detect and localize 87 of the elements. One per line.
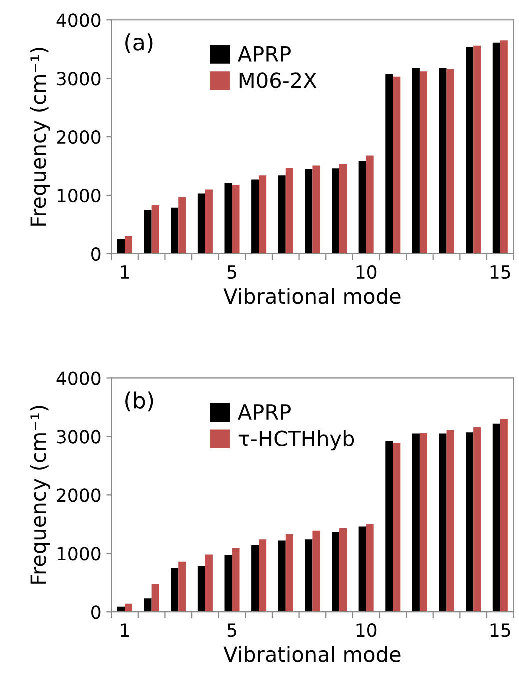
bar (259, 176, 267, 254)
bar (124, 236, 132, 254)
bar (286, 534, 294, 612)
bar (278, 176, 286, 254)
x-tick-label: 5 (228, 624, 236, 638)
bar (412, 434, 420, 612)
legend-label: APRP (238, 46, 292, 62)
bar (252, 545, 260, 612)
y-tick-label: 4000 (56, 14, 101, 28)
x-tick-label: 10 (356, 624, 377, 638)
bar (178, 197, 186, 254)
x-axis-title: Vibrational mode (224, 646, 401, 662)
y-tick-label: 0 (92, 247, 101, 262)
y-axis-title: Frequency (cm⁻¹) (30, 48, 50, 226)
x-tick-label: 1 (121, 624, 130, 637)
bar (171, 568, 179, 612)
y-axis-title: Frequency (cm⁻¹) (30, 406, 50, 584)
bar (286, 168, 294, 254)
bar (439, 434, 447, 612)
bar (312, 166, 320, 254)
bar (117, 239, 125, 254)
bar (224, 183, 232, 254)
y-tick-label: 3000 (57, 430, 101, 444)
bar (500, 40, 508, 254)
bar (124, 604, 132, 612)
bar (420, 433, 428, 612)
bar (358, 526, 366, 612)
bar (198, 566, 206, 612)
bar (393, 443, 401, 612)
y-tick-label: 1000 (58, 188, 101, 203)
bar (393, 76, 401, 254)
bar (205, 190, 213, 254)
bar (178, 562, 186, 612)
bar (358, 161, 366, 254)
bar (366, 156, 374, 254)
x-tick-label: 15 (490, 266, 510, 280)
bar (198, 194, 206, 254)
bar (386, 74, 394, 254)
bar (420, 72, 428, 254)
bar (474, 46, 482, 254)
bar (500, 419, 508, 612)
bar (152, 205, 160, 254)
annotation: (b) (126, 392, 154, 412)
bar (492, 42, 500, 254)
bar (386, 441, 394, 612)
bar (492, 424, 500, 612)
bar (412, 68, 420, 254)
bar (144, 598, 152, 612)
bar (466, 47, 474, 254)
bar (232, 185, 240, 254)
y-tick-label: 3000 (57, 72, 101, 86)
bar (224, 555, 232, 612)
y-tick-label: 1000 (58, 547, 101, 561)
bar (340, 528, 348, 612)
y-tick-label: 0 (92, 606, 101, 620)
bar (366, 524, 374, 612)
bar (446, 69, 454, 254)
bar (305, 169, 313, 254)
bar (312, 530, 320, 612)
x-tick-label: 15 (490, 624, 510, 638)
bar (446, 430, 454, 612)
legend-label: APRP (238, 404, 292, 420)
y-tick-label: 4000 (56, 372, 101, 386)
bar (340, 164, 348, 254)
x-tick-label: 1 (121, 266, 130, 279)
y-tick-label: 2000 (57, 130, 101, 144)
x-axis-title: Vibrational mode (224, 288, 401, 304)
bar (466, 432, 474, 612)
bar (278, 540, 286, 612)
bar (171, 208, 179, 254)
bar (152, 584, 160, 612)
x-tick-label: 5 (228, 266, 236, 280)
bar (259, 540, 267, 612)
bar (144, 210, 152, 254)
legend-label: τ-HCTHhyb (238, 430, 354, 451)
y-tick-label: 2000 (57, 488, 101, 502)
x-tick-label: 10 (356, 265, 377, 280)
bar (252, 180, 260, 254)
annotation: (a) (126, 34, 153, 54)
bar (232, 548, 240, 612)
bar (332, 168, 340, 254)
bar (439, 68, 447, 254)
legend-label: M06-2X (240, 72, 317, 88)
bar (305, 540, 313, 612)
bar (332, 532, 340, 612)
bar (474, 427, 482, 612)
bar (205, 554, 213, 612)
